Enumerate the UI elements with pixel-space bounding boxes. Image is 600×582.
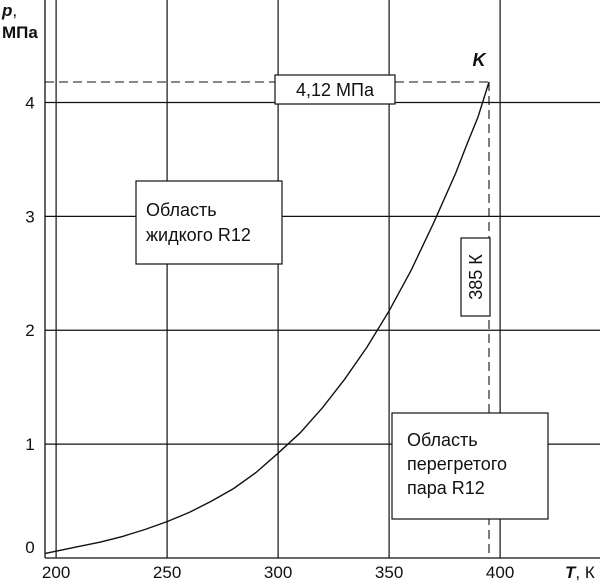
vapor-region-box	[391, 412, 549, 520]
critical-pressure-label: 4,12 МПа	[296, 80, 375, 100]
liquid-region-label: жидкого R12	[146, 225, 251, 245]
critical-point-label: K	[473, 50, 488, 70]
y-tick-label: 0	[25, 538, 34, 557]
critical-temperature-box	[460, 237, 491, 317]
y-axis-unit: МПа	[2, 23, 38, 42]
liquid-region-box	[135, 180, 283, 265]
annotation-layer: K 4,12 МПа 385 К Область жидкого R12 Область п…	[45, 50, 549, 558]
y-tick-label: 2	[25, 321, 34, 340]
vapor-region-label: пара R12	[407, 478, 485, 498]
x-tick-label: 300	[264, 563, 292, 582]
series-layer	[44, 81, 490, 555]
liquid-region-label: Область	[146, 200, 217, 220]
vapor-region-label: Область	[407, 430, 478, 450]
y-tick-label: 3	[25, 207, 34, 226]
y-tick-label: 4	[25, 93, 34, 112]
x-tick-label: 350	[375, 563, 403, 582]
x-tick-label: 250	[153, 563, 181, 582]
x-tick-label: 200	[42, 563, 70, 582]
x-tick-label: 400	[486, 563, 514, 582]
y-tick-label: 1	[25, 435, 34, 454]
y-axis-label: p,	[1, 1, 17, 20]
x-axis-label: T, К	[565, 563, 595, 582]
vapor-region-label: перегретого	[407, 454, 507, 474]
critical-pressure-box	[274, 74, 396, 105]
saturation-curve	[44, 81, 490, 555]
critical-temperature-label: 385 К	[466, 254, 486, 300]
